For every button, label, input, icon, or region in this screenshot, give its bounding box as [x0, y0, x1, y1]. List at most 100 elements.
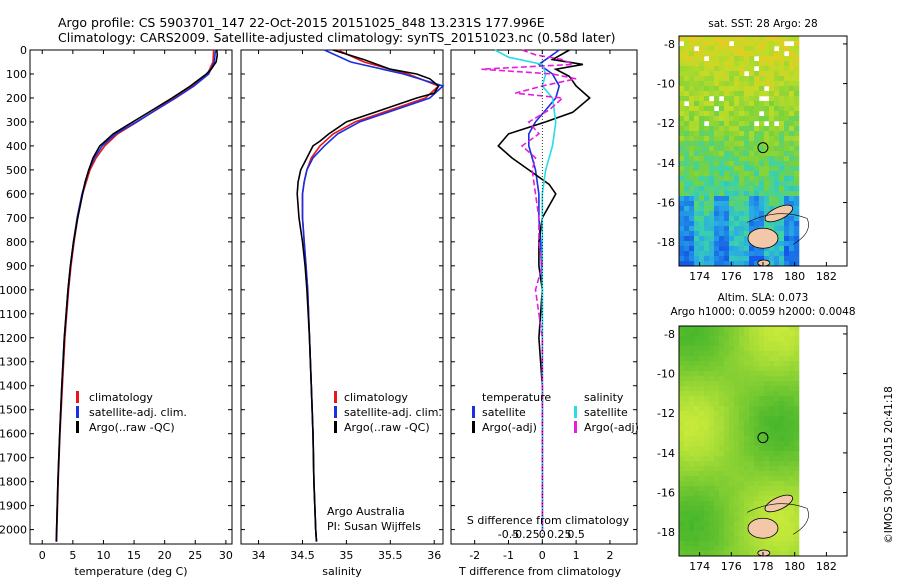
map-cell [694, 176, 700, 182]
map-cell [714, 526, 720, 532]
map-cell [689, 231, 695, 237]
map-cell [679, 521, 685, 527]
map-cell [769, 196, 775, 202]
map-cell [764, 416, 770, 422]
map-cell [719, 101, 725, 107]
map-cell [714, 161, 720, 167]
map-cell [759, 51, 765, 57]
map-cell [719, 531, 725, 537]
map-cell [719, 61, 725, 67]
map-cell [724, 326, 730, 332]
map-cell [784, 256, 790, 262]
map-cell [774, 76, 780, 82]
map-cell [714, 426, 720, 432]
series-satellite-line [301, 49, 445, 542]
map-cell [734, 126, 740, 132]
map-cell [689, 401, 695, 407]
map-cell [739, 231, 745, 237]
map-cell [764, 166, 770, 172]
map-cell [754, 331, 760, 337]
map-cell [704, 201, 710, 207]
map-cell [749, 446, 755, 452]
map-cell [774, 86, 780, 92]
map-cell [714, 146, 720, 152]
map-cell [689, 431, 695, 437]
map-cell [694, 116, 700, 122]
map-cell [679, 121, 685, 127]
map-cell [794, 416, 800, 422]
map-cell [689, 411, 695, 417]
map-cell [689, 146, 695, 152]
map-cell [764, 41, 770, 47]
map-cell [709, 46, 715, 52]
map-cell [759, 196, 765, 202]
map-cell [774, 91, 780, 97]
map-cell [739, 146, 745, 152]
map-cell [734, 166, 740, 172]
map-cell [699, 221, 705, 227]
map-cell [749, 51, 755, 57]
map-cell [729, 406, 735, 412]
map-cell [789, 66, 795, 72]
map-cell [754, 551, 760, 557]
map-cell [784, 161, 790, 167]
map-cell [719, 481, 725, 487]
map-cell [794, 546, 800, 552]
map-cell [794, 41, 800, 47]
map-cell [724, 446, 730, 452]
map-cell [699, 436, 705, 442]
legend-swatch [574, 406, 577, 418]
map-cell [739, 56, 745, 62]
map-cell [794, 176, 800, 182]
map-cell [794, 221, 800, 227]
map-cell [739, 421, 745, 427]
map-cell [754, 261, 760, 267]
map-cell [734, 51, 740, 57]
map-cell [779, 391, 785, 397]
map-cell [739, 166, 745, 172]
map-cell [754, 46, 760, 52]
map-cell [744, 361, 750, 367]
map-cell [779, 96, 785, 102]
map-cell [679, 391, 685, 397]
map-cell [789, 476, 795, 482]
map-cell [774, 541, 780, 547]
map-cell [749, 366, 755, 372]
map-cell [744, 381, 750, 387]
map-cell [774, 196, 780, 202]
map-cell [774, 536, 780, 542]
map-cell [789, 151, 795, 157]
map-cell [734, 361, 740, 367]
map-cell [769, 206, 775, 212]
map-cell [769, 376, 775, 382]
map-cell [794, 76, 800, 82]
map-cell [719, 511, 725, 517]
map-cell [684, 371, 690, 377]
map-cell [684, 221, 690, 227]
map-x-tick-label: 178 [753, 270, 774, 283]
map-cell [789, 226, 795, 232]
map-cell [709, 511, 715, 517]
map-cell [689, 341, 695, 347]
map-cell [754, 216, 760, 222]
map-cell [704, 141, 710, 147]
map-cell [694, 426, 700, 432]
map-cell [704, 446, 710, 452]
map-cell [714, 481, 720, 487]
map-cell [679, 136, 685, 142]
map-cell [744, 376, 750, 382]
map-cell [679, 206, 685, 212]
map-cell [719, 386, 725, 392]
map-cell [794, 326, 800, 332]
map-cell [734, 151, 740, 157]
map-cell [754, 166, 760, 172]
map-cell [719, 136, 725, 142]
map-cell [739, 496, 745, 502]
map-cell [689, 456, 695, 462]
map-cell [744, 261, 750, 267]
map-cell [749, 336, 755, 342]
map-cell [689, 471, 695, 477]
map-cell [759, 211, 765, 217]
map-cell [759, 511, 765, 517]
map-cell [759, 506, 765, 512]
